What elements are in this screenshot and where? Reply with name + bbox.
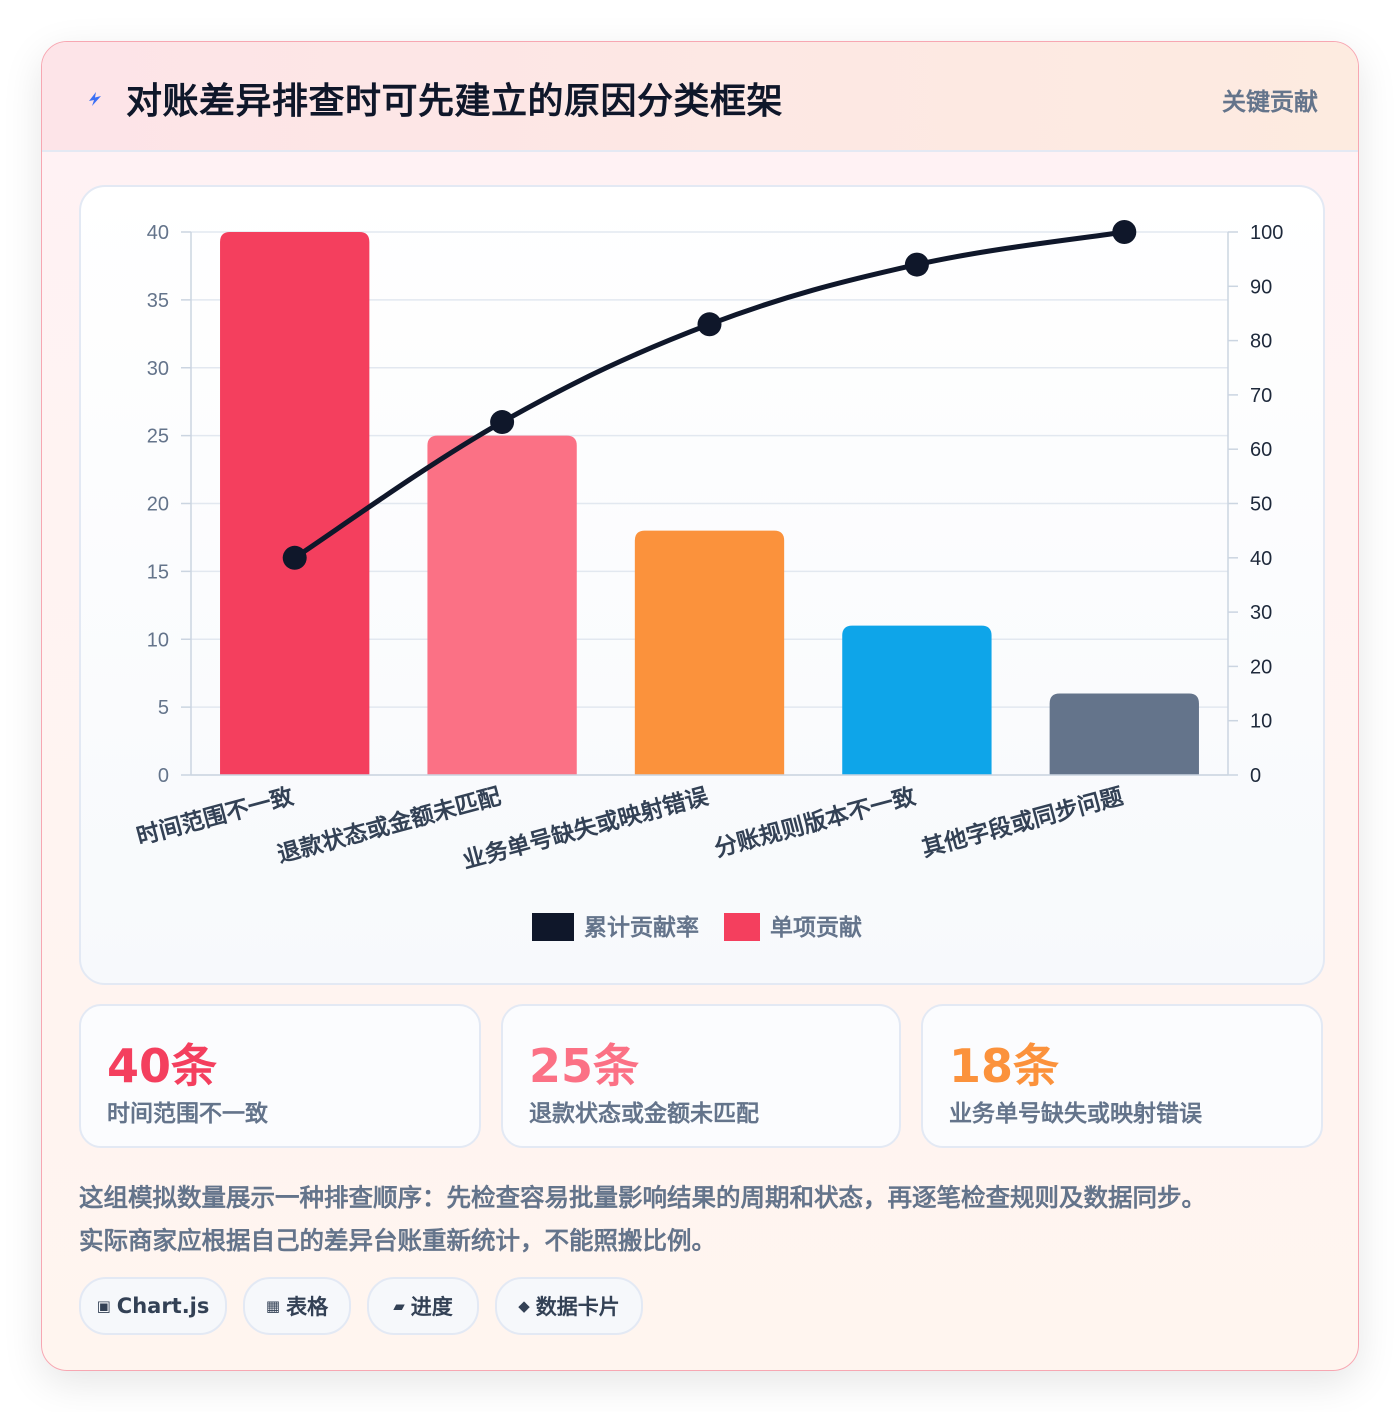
card-icon: ◆ bbox=[518, 1297, 530, 1315]
line-point bbox=[490, 410, 515, 435]
chip-progress[interactable]: ▰ 进度 bbox=[367, 1277, 479, 1335]
lightning-icon bbox=[89, 92, 101, 106]
y-tick-label-right: 0 bbox=[1250, 765, 1261, 787]
footnote-line: 实际商家应根据自己的差异台账重新统计，不能照搬比例。 bbox=[79, 1226, 716, 1255]
y-tick-label-left: 35 bbox=[147, 290, 169, 312]
y-tick-label-right: 40 bbox=[1250, 548, 1272, 570]
line-point bbox=[282, 545, 307, 570]
main-card: 对账差异排查时可先建立的原因分类框架 关键贡献 0 5 10 15 20 25 30 35 40… bbox=[41, 41, 1359, 1371]
y-tick-label-right: 100 bbox=[1250, 222, 1283, 244]
y-tick-label-left: 5 bbox=[158, 697, 169, 719]
line-point bbox=[697, 312, 722, 337]
legend-swatch bbox=[532, 913, 574, 941]
stat-label: 时间范围不一致 bbox=[107, 1101, 268, 1127]
chip-label: Chart.js bbox=[116, 1294, 210, 1318]
y-tick-label-left: 30 bbox=[147, 358, 169, 380]
pareto-chart: 0 5 10 15 20 25 30 35 40 0 10 20 30 40 50 60 70 80 90 100 时… bbox=[134, 220, 1284, 941]
legend-label: 单项贡献 bbox=[770, 915, 862, 941]
bar bbox=[220, 232, 370, 775]
card-header: 对账差异排查时可先建立的原因分类框架 关键贡献 bbox=[42, 42, 1358, 152]
line-point bbox=[904, 252, 929, 277]
y-tick-label-left: 40 bbox=[147, 222, 169, 244]
y-tick-label-right: 50 bbox=[1250, 494, 1272, 516]
chip-table[interactable]: ▦ 表格 bbox=[243, 1277, 351, 1335]
y-tick-label-right: 30 bbox=[1250, 602, 1272, 624]
stat-card: 18条 业务单号缺失或映射错误 bbox=[921, 1004, 1323, 1148]
footnote-line: 这组模拟数量展示一种排查顺序：先检查容易批量影响结果的周期和状态，再逐笔检查规则… bbox=[79, 1183, 1206, 1212]
y-tick-label-left: 25 bbox=[147, 426, 169, 448]
footnote: 这组模拟数量展示一种排查顺序：先检查容易批量影响结果的周期和状态，再逐笔检查规则… bbox=[79, 1176, 1329, 1262]
stat-value: 40条 bbox=[107, 1039, 218, 1093]
stat-label: 退款状态或金额未匹配 bbox=[529, 1101, 759, 1127]
stat-card: 40条 时间范围不一致 bbox=[79, 1004, 481, 1148]
chip-label: 进度 bbox=[410, 1295, 453, 1319]
header-badge: 关键贡献 bbox=[1222, 88, 1318, 116]
x-tick-label: 其他字段或同步问题 bbox=[919, 783, 1126, 863]
axis-layer: 0 5 10 15 20 25 30 35 40 0 10 20 30 40 50 60 70 80 90 100 bbox=[147, 222, 1284, 787]
stat-label: 业务单号缺失或映射错误 bbox=[949, 1101, 1202, 1127]
y-tick-label-left: 20 bbox=[147, 494, 169, 516]
legend-swatch bbox=[724, 913, 760, 941]
stat-value: 18条 bbox=[949, 1039, 1060, 1093]
table-icon: ▦ bbox=[265, 1297, 281, 1315]
y-tick-label-left: 0 bbox=[158, 765, 169, 787]
chart-panel: 0 5 10 15 20 25 30 35 40 0 10 20 30 40 50 60 70 80 90 100 时… bbox=[79, 185, 1325, 985]
chip-data-card[interactable]: ◆ 数据卡片 bbox=[495, 1277, 643, 1335]
chart-icon: ▣ bbox=[96, 1297, 111, 1315]
x-tick-label: 分账规则版本不一致 bbox=[712, 782, 920, 862]
progress-icon: ▰ bbox=[393, 1297, 405, 1315]
chip-chartjs[interactable]: ▣ Chart.js bbox=[79, 1277, 227, 1335]
line-layer bbox=[282, 220, 1137, 570]
x-tick-label: 时间范围不一致 bbox=[134, 782, 297, 850]
cumulative-line bbox=[293, 229, 1125, 560]
stat-value: 25条 bbox=[529, 1039, 640, 1093]
bar bbox=[842, 625, 992, 775]
y-tick-label-right: 20 bbox=[1250, 656, 1272, 678]
y-tick-label-right: 10 bbox=[1250, 711, 1272, 733]
y-tick-label-left: 15 bbox=[147, 561, 169, 583]
y-tick-label-right: 90 bbox=[1250, 276, 1272, 298]
bar bbox=[1049, 693, 1199, 775]
y-tick-label-right: 70 bbox=[1250, 385, 1272, 407]
stat-card: 25条 退款状态或金额未匹配 bbox=[501, 1004, 901, 1148]
chip-label: 数据卡片 bbox=[535, 1295, 620, 1319]
chip-label: 表格 bbox=[286, 1295, 329, 1319]
y-tick-label-right: 60 bbox=[1250, 439, 1272, 461]
bar-layer bbox=[220, 232, 1199, 775]
chart-legend: 累计贡献率 单项贡献 bbox=[532, 913, 862, 941]
page-title: 对账差异排查时可先建立的原因分类框架 bbox=[126, 81, 784, 122]
y-tick-label-left: 10 bbox=[147, 629, 169, 651]
line-point bbox=[1112, 220, 1137, 244]
legend-label: 累计贡献率 bbox=[584, 914, 699, 941]
bar bbox=[634, 530, 785, 775]
y-tick-label-right: 80 bbox=[1250, 331, 1272, 353]
bar bbox=[427, 435, 577, 775]
